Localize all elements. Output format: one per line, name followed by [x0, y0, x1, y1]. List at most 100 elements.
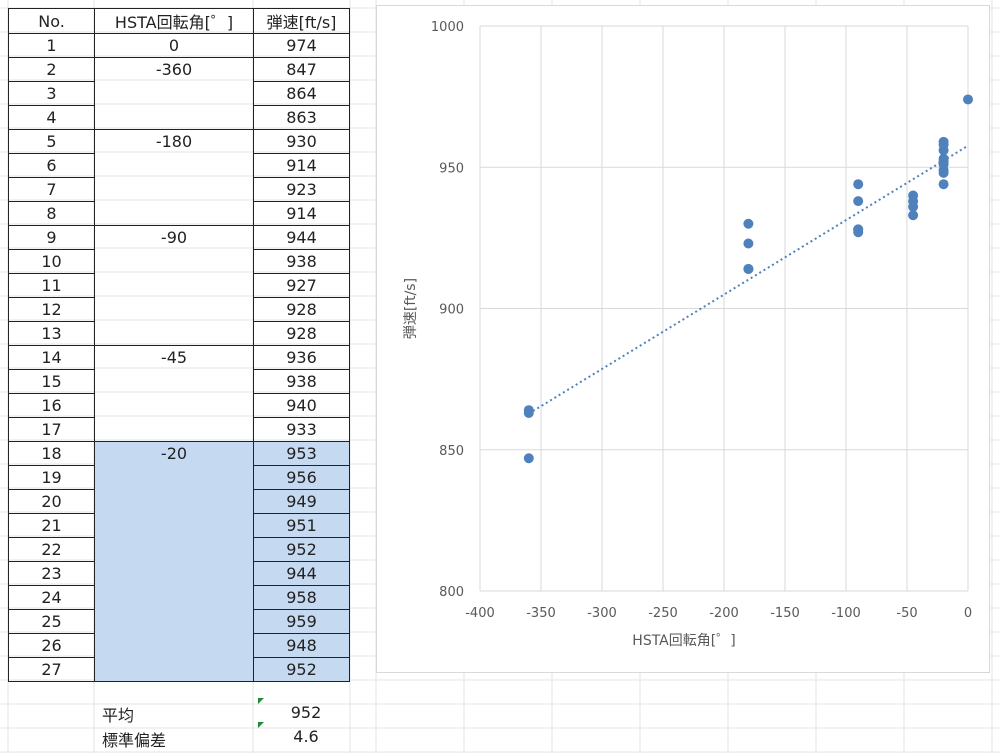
- cell-no[interactable]: 20: [8, 489, 95, 514]
- table-row: 9 -90 944: [8, 225, 350, 250]
- cell-no[interactable]: 24: [8, 585, 95, 610]
- cell-angle[interactable]: 0: [94, 33, 254, 58]
- cell-no[interactable]: 27: [8, 657, 95, 682]
- cell-speed[interactable]: 914: [253, 201, 350, 226]
- cell-no[interactable]: 17: [8, 417, 95, 442]
- cell-speed[interactable]: 933: [253, 417, 350, 442]
- y-axis-title: 弾速[ft/s]: [403, 278, 419, 339]
- cell-angle[interactable]: [94, 321, 254, 346]
- cell-speed[interactable]: 974: [253, 33, 350, 58]
- cell-speed[interactable]: 940: [253, 393, 350, 418]
- cell-speed[interactable]: 928: [253, 321, 350, 346]
- cell-angle[interactable]: -20: [94, 441, 254, 466]
- cell-angle[interactable]: [94, 417, 254, 442]
- cell-angle[interactable]: [94, 249, 254, 274]
- summary-mean-value[interactable]: 952: [290, 703, 322, 722]
- cell-speed[interactable]: 952: [253, 537, 350, 562]
- cell-no[interactable]: 21: [8, 513, 95, 538]
- cell-angle[interactable]: [94, 561, 254, 586]
- cell-no[interactable]: 4: [8, 105, 95, 130]
- cell-angle[interactable]: [94, 633, 254, 658]
- x-tick-label: -50: [896, 606, 917, 621]
- y-tick-label: 800: [439, 585, 464, 600]
- cell-no[interactable]: 12: [8, 297, 95, 322]
- cell-no[interactable]: 16: [8, 393, 95, 418]
- summary-mean-label[interactable]: 平均: [102, 706, 135, 725]
- cell-speed[interactable]: 953: [253, 441, 350, 466]
- cell-speed[interactable]: 949: [253, 489, 350, 514]
- cell-speed[interactable]: 930: [253, 129, 350, 154]
- cell-angle[interactable]: [94, 393, 254, 418]
- cell-no[interactable]: 9: [8, 225, 95, 250]
- cell-speed[interactable]: 864: [253, 81, 350, 106]
- cell-angle[interactable]: [94, 513, 254, 538]
- cell-speed[interactable]: 938: [253, 369, 350, 394]
- cell-speed[interactable]: 944: [253, 225, 350, 250]
- cell-speed[interactable]: 938: [253, 249, 350, 274]
- data-point: [938, 136, 949, 147]
- data-point: [853, 224, 864, 235]
- cell-angle[interactable]: [94, 105, 254, 130]
- cell-angle[interactable]: [94, 297, 254, 322]
- cell-angle[interactable]: -90: [94, 225, 254, 250]
- cell-angle[interactable]: [94, 537, 254, 562]
- data-point: [743, 238, 754, 249]
- cell-no[interactable]: 18: [8, 441, 95, 466]
- cell-no[interactable]: 7: [8, 177, 95, 202]
- cell-no[interactable]: 19: [8, 465, 95, 490]
- cell-speed[interactable]: 914: [253, 153, 350, 178]
- cell-no[interactable]: 26: [8, 633, 95, 658]
- cell-no[interactable]: 15: [8, 369, 95, 394]
- cell-speed[interactable]: 958: [253, 585, 350, 610]
- cell-no[interactable]: 23: [8, 561, 95, 586]
- cell-angle[interactable]: [94, 657, 254, 682]
- cell-speed[interactable]: 951: [253, 513, 350, 538]
- cell-no[interactable]: 14: [8, 345, 95, 370]
- cell-no[interactable]: 6: [8, 153, 95, 178]
- cell-angle[interactable]: [94, 273, 254, 298]
- summary-std-label[interactable]: 標準偏差: [102, 731, 167, 750]
- cell-speed[interactable]: 959: [253, 609, 350, 634]
- cell-angle[interactable]: -180: [94, 129, 254, 154]
- cell-angle[interactable]: [94, 153, 254, 178]
- cell-no[interactable]: 13: [8, 321, 95, 346]
- cell-speed[interactable]: 923: [253, 177, 350, 202]
- cell-no[interactable]: 8: [8, 201, 95, 226]
- cell-no[interactable]: 22: [8, 537, 95, 562]
- cell-angle[interactable]: [94, 81, 254, 106]
- cell-no[interactable]: 11: [8, 273, 95, 298]
- cell-angle[interactable]: [94, 177, 254, 202]
- cell-speed[interactable]: 956: [253, 465, 350, 490]
- header-angle[interactable]: HSTA回転角[゜]: [94, 8, 254, 34]
- cell-no[interactable]: 2: [8, 57, 95, 82]
- cell-no[interactable]: 3: [8, 81, 95, 106]
- cell-no[interactable]: 1: [8, 33, 95, 58]
- cell-angle[interactable]: [94, 201, 254, 226]
- cell-speed[interactable]: 928: [253, 297, 350, 322]
- summary-std-value[interactable]: 4.6: [293, 727, 319, 746]
- cell-angle[interactable]: [94, 465, 254, 490]
- data-point: [908, 210, 919, 221]
- cell-angle[interactable]: [94, 489, 254, 514]
- cell-speed[interactable]: 952: [253, 657, 350, 682]
- table-row: 12 928: [8, 297, 350, 322]
- cell-speed[interactable]: 936: [253, 345, 350, 370]
- header-speed[interactable]: 弾速[ft/s]: [253, 8, 350, 34]
- cell-angle[interactable]: -360: [94, 57, 254, 82]
- cell-speed[interactable]: 948: [253, 633, 350, 658]
- cell-no[interactable]: 5: [8, 129, 95, 154]
- cell-angle[interactable]: [94, 609, 254, 634]
- cell-no[interactable]: 10: [8, 249, 95, 274]
- cell-angle[interactable]: [94, 585, 254, 610]
- cell-speed[interactable]: 944: [253, 561, 350, 586]
- cell-angle[interactable]: -45: [94, 345, 254, 370]
- cell-speed[interactable]: 927: [253, 273, 350, 298]
- chart-panel[interactable]: 800 850 900 950 1000 -400 -350 -300 -250 -200 -150…: [376, 5, 990, 673]
- cell-speed[interactable]: 863: [253, 105, 350, 130]
- cell-no[interactable]: 25: [8, 609, 95, 634]
- table-row: 27 952: [8, 657, 350, 682]
- header-no[interactable]: No.: [8, 8, 95, 34]
- cell-angle[interactable]: [94, 369, 254, 394]
- table-row: 6 914: [8, 153, 350, 178]
- cell-speed[interactable]: 847: [253, 57, 350, 82]
